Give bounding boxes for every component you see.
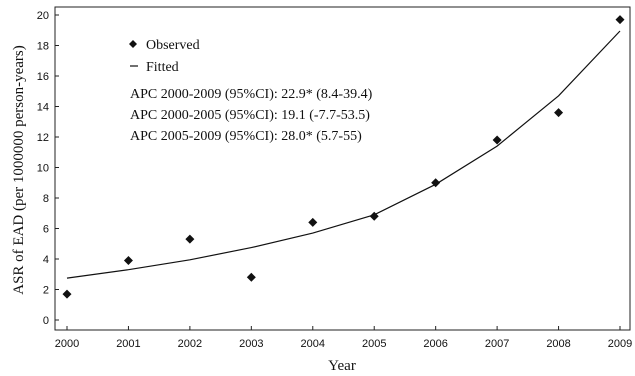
- observed-point: [123, 256, 133, 266]
- observed-point: [369, 211, 379, 221]
- apc-annotation-2000-2005: APC 2000-2005 (95%CI): 19.1 (-7.7-53.5): [130, 108, 370, 123]
- observed-point: [185, 234, 195, 244]
- x-tick-label: 2001: [116, 338, 140, 350]
- legend-observed-marker-icon: [129, 40, 137, 48]
- plot-frame-group: [54, 6, 631, 331]
- apc-annotation-2005-2009: APC 2005-2009 (95%CI): 28.0* (5.7-55): [130, 129, 362, 144]
- legend-fitted-label: Fitted: [146, 60, 179, 75]
- x-tick-label: 2009: [608, 338, 632, 350]
- y-axis-title: ASR of EAD (per 1000000 person-years): [11, 45, 27, 295]
- plot-frame: [54, 6, 631, 331]
- observed-point: [615, 15, 625, 25]
- y-tick-label: 16: [37, 71, 49, 83]
- observed-point: [308, 217, 318, 227]
- y-tick-label: 2: [43, 285, 49, 297]
- observed-point: [246, 272, 256, 282]
- annotations: APC 2000-2009 (95%CI): 22.9* (8.4-39.4) …: [130, 87, 373, 144]
- y-tick-label: 0: [43, 315, 49, 327]
- apc-annotation-2000-2009: APC 2000-2009 (95%CI): 22.9* (8.4-39.4): [130, 87, 373, 102]
- x-axis-title: Year: [328, 358, 356, 374]
- y-tick-label: 6: [43, 224, 49, 236]
- x-tick-label: 2006: [423, 338, 447, 350]
- observed-point: [62, 289, 72, 299]
- y-tick-label: 12: [37, 132, 49, 144]
- y-tick-label: 10: [37, 163, 49, 175]
- x-tick-label: 2004: [301, 338, 325, 350]
- observed-series: [62, 15, 625, 299]
- observed-point: [492, 135, 502, 145]
- observed-point: [431, 178, 441, 188]
- x-tick-label: 2002: [178, 338, 202, 350]
- legend: Observed Fitted: [129, 38, 200, 75]
- y-tick-label: 18: [37, 41, 49, 53]
- fitted-line: [66, 30, 621, 279]
- y-tick-label: 8: [43, 193, 49, 205]
- x-tick-label: 2008: [546, 338, 570, 350]
- legend-observed-label: Observed: [146, 38, 200, 53]
- y-tick-label: 4: [43, 254, 49, 266]
- y-axis: 0 2 4 6 8 10 12 14 16 18 20: [37, 10, 59, 327]
- observed-point: [554, 108, 564, 118]
- fitted-series: [66, 30, 621, 279]
- x-tick-label: 2000: [55, 338, 79, 350]
- y-tick-label: 14: [37, 102, 49, 114]
- x-tick-label: 2005: [362, 338, 386, 350]
- x-tick-label: 2003: [239, 338, 263, 350]
- y-tick-label: 20: [37, 10, 49, 22]
- x-axis: 2000 2001 2002 2003 2004 2005 2006 2007 2008 2009: [55, 326, 632, 350]
- x-tick-label: 2007: [485, 338, 509, 350]
